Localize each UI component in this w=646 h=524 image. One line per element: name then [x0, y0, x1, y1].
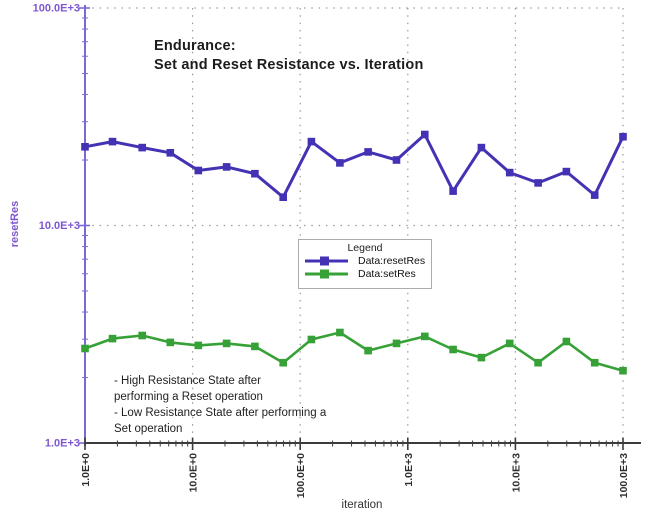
annotation-line-3: - Low Resistance State after performing … [114, 407, 327, 419]
chart-title-line2: Set and Reset Resistance vs. Iteration [154, 57, 424, 73]
y-tick-label: 100.0E+3 [33, 3, 80, 15]
data-point-marker [336, 328, 344, 337]
data-point-marker [449, 187, 457, 195]
data-point-marker [166, 338, 175, 347]
y-tick-label: 10.0E+3 [39, 220, 80, 232]
data-point-marker [81, 344, 89, 353]
data-point-marker [562, 337, 571, 346]
data-point-marker [336, 159, 344, 167]
data-point-marker [279, 193, 287, 201]
data-point-marker [392, 339, 401, 348]
data-point-marker [619, 366, 627, 375]
y-tick-label: 1.0E+3 [45, 438, 80, 450]
data-point-marker [81, 143, 89, 151]
x-tick-label: 10.0E+3 [510, 453, 522, 493]
data-point-marker [222, 339, 231, 348]
data-point-marker [279, 358, 287, 367]
data-point-marker [505, 339, 514, 348]
data-point-marker [562, 167, 571, 176]
data-point-marker [477, 353, 486, 362]
data-point-marker [138, 143, 146, 152]
legend-item-setres: Data:setRes [299, 267, 431, 280]
data-point-marker [534, 358, 542, 367]
annotation-line-1: - High Resistance State after [114, 375, 262, 387]
data-point-marker [108, 334, 117, 343]
y-axis-title: resetRes [9, 200, 21, 248]
data-point-marker [364, 346, 372, 355]
series-data-resetres [81, 130, 627, 201]
data-point-marker [505, 168, 514, 177]
data-point-marker [138, 331, 146, 340]
series-data-setres [81, 328, 627, 375]
annotation-note: - High Resistance State after performing… [114, 373, 326, 437]
legend-item-resetres: Data:resetRes [299, 254, 431, 267]
data-point-marker [590, 191, 599, 199]
data-point-marker [619, 132, 627, 141]
data-point-marker [449, 345, 457, 354]
data-point-marker [421, 332, 429, 341]
data-point-marker [307, 335, 316, 344]
data-point-marker [534, 179, 542, 187]
legend-box: Legend Data:resetRes Data:setRes [298, 239, 432, 289]
data-point-marker [307, 137, 316, 146]
y-axis: 1.0E+3 10.0E+3 100.0E+3 [33, 3, 90, 450]
data-point-marker [477, 143, 486, 152]
x-axis: 1.0E+0 10.0E+0 100.0E+0 1.0E+3 10.0E+3 100.0E… [80, 437, 641, 498]
chart-title: Endurance: Set and Reset Resistance vs. … [154, 37, 424, 75]
chart-title-line1: Endurance: [154, 38, 236, 54]
data-point-marker [194, 341, 203, 350]
x-tick-label: 100.0E+0 [295, 453, 307, 498]
data-point-marker [108, 137, 117, 146]
data-point-marker [222, 163, 231, 171]
data-point-marker [421, 130, 429, 139]
x-tick-label: 1.0E+3 [403, 453, 415, 487]
x-axis-title: iteration [341, 499, 383, 511]
annotation-line-2: performing a Reset operation [114, 391, 263, 403]
setres-line-swatch-icon [305, 269, 348, 278]
legend-label-resetres: Data:resetRes [358, 254, 426, 267]
x-tick-label: 1.0E+0 [80, 453, 92, 487]
legend-label-setres: Data:setRes [358, 267, 416, 280]
data-point-marker [194, 166, 203, 175]
data-point-marker [251, 169, 259, 178]
data-point-marker [392, 156, 401, 164]
data-point-marker [251, 342, 259, 351]
data-point-marker [590, 358, 599, 367]
annotation-line-4: Set operation [114, 423, 183, 435]
legend-title: Legend [347, 242, 383, 254]
data-point-marker [166, 149, 175, 157]
x-tick-label: 100.0E+3 [618, 453, 630, 498]
data-point-marker [364, 148, 372, 156]
resetres-line-swatch-icon [305, 256, 348, 265]
x-tick-label: 10.0E+0 [188, 453, 200, 493]
